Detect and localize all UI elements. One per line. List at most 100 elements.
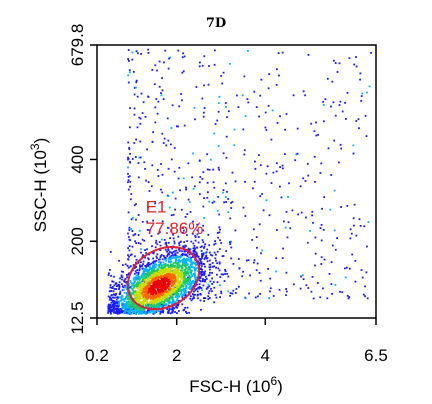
data-point	[129, 291, 132, 294]
data-point	[114, 296, 116, 299]
data-point	[132, 284, 135, 287]
data-point	[138, 289, 141, 292]
data-point	[182, 52, 184, 55]
data-point	[315, 134, 318, 137]
data-point	[170, 255, 173, 257]
data-point	[217, 236, 219, 239]
data-point	[109, 284, 112, 286]
data-point	[162, 267, 165, 269]
data-point	[142, 295, 145, 298]
data-point	[114, 304, 117, 307]
data-point	[109, 269, 111, 271]
data-point	[211, 201, 214, 204]
data-point	[145, 311, 148, 314]
data-point	[159, 295, 162, 298]
data-point	[196, 253, 198, 256]
data-point	[142, 276, 144, 279]
data-point	[218, 248, 221, 250]
data-point	[129, 265, 132, 268]
data-point	[118, 281, 121, 284]
data-point	[209, 266, 212, 268]
data-point	[350, 232, 353, 235]
data-point	[183, 257, 185, 260]
data-point	[339, 100, 342, 103]
data-point	[151, 310, 153, 313]
data-point	[130, 308, 133, 311]
data-point	[144, 305, 147, 307]
data-point	[207, 83, 210, 86]
data-point	[133, 304, 135, 307]
data-point	[112, 309, 115, 312]
data-point	[218, 168, 220, 171]
data-point	[175, 254, 177, 257]
data-point	[199, 246, 202, 249]
data-point	[158, 269, 161, 272]
data-point	[192, 285, 195, 287]
data-point	[184, 261, 187, 264]
data-point	[179, 293, 182, 296]
gate-ellipse[interactable]	[117, 234, 211, 321]
data-point	[173, 280, 176, 282]
data-point	[182, 177, 185, 180]
data-point	[265, 172, 268, 175]
data-point	[133, 309, 136, 312]
data-point	[167, 139, 170, 142]
data-point	[157, 281, 160, 284]
data-point	[154, 304, 157, 307]
data-point	[333, 59, 335, 62]
data-point	[172, 293, 175, 296]
data-point	[128, 287, 131, 290]
data-point	[363, 225, 366, 228]
data-point	[171, 104, 174, 107]
data-point	[131, 309, 133, 312]
data-point	[269, 287, 272, 290]
data-point	[158, 306, 160, 309]
data-point	[209, 268, 211, 271]
data-point	[129, 126, 131, 129]
data-point	[346, 294, 349, 297]
data-point	[172, 274, 175, 277]
data-point	[326, 297, 329, 300]
data-point	[183, 246, 186, 249]
data-point	[155, 269, 157, 272]
data-point	[199, 61, 201, 64]
data-point	[289, 227, 292, 230]
data-point	[211, 272, 213, 274]
data-point	[125, 303, 128, 305]
data-point	[218, 261, 221, 264]
data-point	[244, 215, 247, 217]
data-point	[143, 301, 146, 304]
data-point	[127, 181, 129, 184]
data-point	[156, 257, 158, 259]
data-point	[201, 279, 204, 282]
data-point	[193, 290, 195, 293]
data-point	[220, 242, 223, 244]
data-point	[331, 80, 334, 83]
data-point	[331, 293, 333, 295]
data-point	[183, 250, 186, 253]
data-point	[127, 247, 129, 249]
data-point	[153, 269, 156, 272]
data-point	[118, 288, 120, 290]
data-point	[147, 272, 149, 274]
data-point	[152, 219, 154, 222]
data-point	[174, 311, 176, 313]
data-point	[155, 255, 158, 258]
data-point	[302, 278, 305, 281]
data-point	[159, 289, 162, 291]
data-point	[153, 268, 155, 271]
data-point	[334, 283, 337, 286]
data-point	[187, 258, 190, 261]
data-point	[118, 312, 121, 315]
data-point	[156, 288, 159, 291]
data-point	[147, 263, 149, 266]
data-point	[173, 301, 176, 303]
data-point	[183, 262, 186, 265]
data-point	[165, 303, 168, 305]
data-point	[173, 271, 175, 274]
data-point	[222, 255, 225, 257]
data-point	[154, 246, 157, 249]
data-point	[167, 67, 170, 70]
data-point	[156, 269, 159, 271]
data-point	[127, 309, 130, 312]
